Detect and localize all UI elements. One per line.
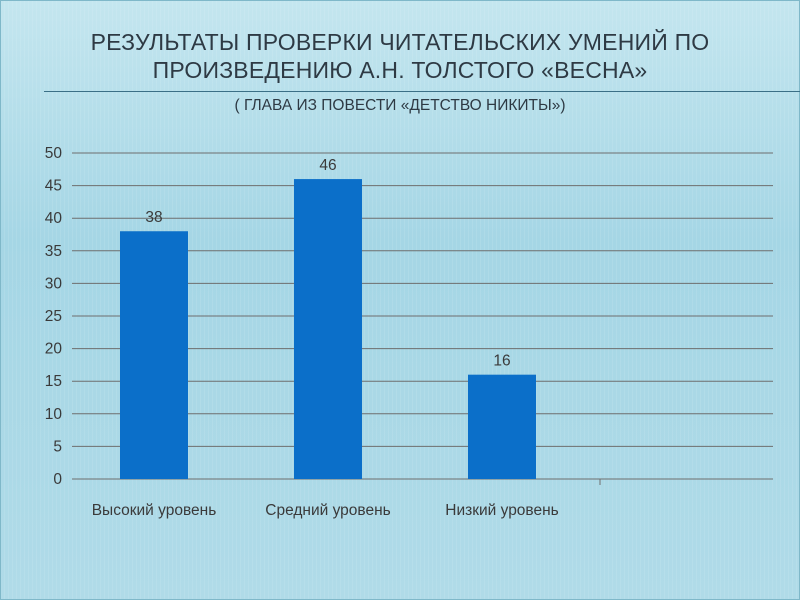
category-label: Низкий уровень bbox=[445, 502, 559, 519]
data-label: 16 bbox=[493, 353, 510, 370]
y-tick-label: 30 bbox=[45, 275, 63, 292]
y-tick-label: 10 bbox=[45, 406, 63, 423]
data-labels: 38 46 16 bbox=[145, 157, 510, 370]
y-axis-ticks: 0 5 10 15 20 25 30 35 40 45 50 bbox=[45, 145, 63, 488]
y-tick-label: 45 bbox=[45, 178, 62, 195]
title-line-2: ПРОИЗВЕДЕНИЮ А.Н. ТОЛСТОГО «ВЕСНА» bbox=[152, 57, 648, 83]
category-label: Высокий уровень bbox=[92, 502, 217, 519]
slide-subtitle: ( ГЛАВА ИЗ ПОВЕСТИ «ДЕТСТВО НИКИТЫ») bbox=[234, 97, 566, 114]
y-tick-label: 25 bbox=[45, 308, 62, 325]
title-line-1: РЕЗУЛЬТАТЫ ПРОВЕРКИ ЧИТАТЕЛЬСКИХ УМЕНИЙ … bbox=[90, 29, 710, 55]
slide-title: РЕЗУЛЬТАТЫ ПРОВЕРКИ ЧИТАТЕЛЬСКИХ УМЕНИЙ … bbox=[0, 28, 800, 84]
y-tick-label: 35 bbox=[45, 243, 62, 260]
bar bbox=[120, 231, 188, 479]
bar bbox=[294, 179, 362, 479]
category-label: Средний уровень bbox=[265, 502, 390, 519]
y-tick-label: 5 bbox=[53, 438, 62, 455]
y-tick-label: 15 bbox=[45, 373, 62, 390]
data-label: 38 bbox=[145, 209, 162, 226]
y-tick-label: 50 bbox=[45, 145, 63, 162]
bars bbox=[120, 179, 536, 479]
gridlines bbox=[72, 152, 773, 485]
y-tick-label: 20 bbox=[45, 341, 63, 358]
category-labels: Высокий уровень Средний уровень Низкий уро… bbox=[92, 502, 559, 519]
y-tick-label: 0 bbox=[53, 471, 62, 488]
y-tick-label: 40 bbox=[45, 210, 63, 227]
data-label: 46 bbox=[319, 157, 336, 174]
bar bbox=[468, 374, 536, 479]
title-underline bbox=[44, 91, 800, 92]
